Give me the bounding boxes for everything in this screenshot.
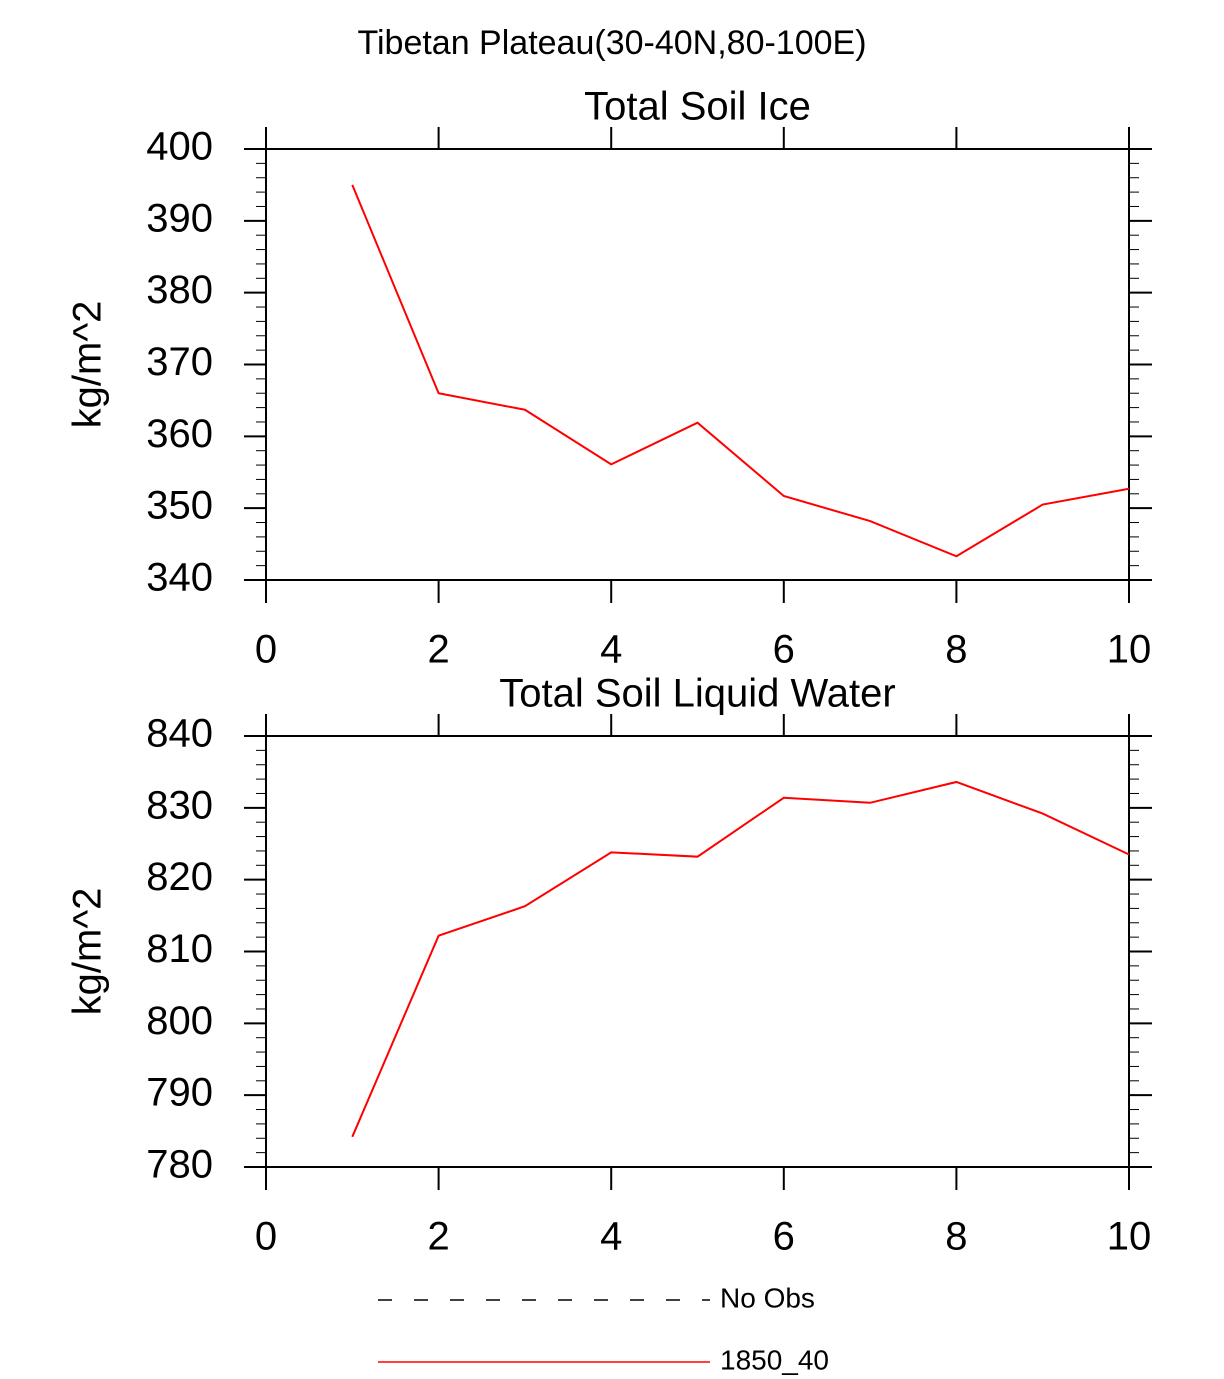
x-tick-label: 4	[600, 1215, 622, 1259]
y-tick-label: 840	[146, 712, 213, 756]
y-tick-label: 800	[146, 999, 213, 1043]
x-tick-label: 10	[1107, 628, 1152, 672]
y-tick-label: 780	[146, 1143, 213, 1187]
legend-label: No Obs	[720, 1282, 815, 1313]
y-tick-label: 350	[146, 484, 213, 528]
y-tick-label: 830	[146, 783, 213, 827]
data-line	[351, 184, 1130, 558]
x-tick-label: 2	[427, 628, 449, 672]
plot-frame	[265, 735, 1130, 1168]
y-tick-label: 820	[146, 855, 213, 899]
y-tick-label: 380	[146, 268, 213, 312]
y-tick-label: 340	[146, 556, 213, 600]
x-tick-label: 6	[773, 628, 795, 672]
x-tick-label: 8	[945, 628, 967, 672]
y-axis-label: kg/m^2	[66, 888, 110, 1016]
x-tick-label: 0	[255, 628, 277, 672]
y-tick-label: 370	[146, 340, 213, 384]
y-axis-label: kg/m^2	[66, 301, 110, 429]
x-tick-label: 2	[427, 1215, 449, 1259]
x-tick-label: 6	[773, 1215, 795, 1259]
x-tick-label: 8	[945, 1215, 967, 1259]
x-tick-label: 4	[600, 628, 622, 672]
y-tick-label: 790	[146, 1071, 213, 1115]
x-tick-label: 0	[255, 1215, 277, 1259]
y-tick-label: 390	[146, 196, 213, 240]
y-tick-label: 360	[146, 412, 213, 456]
panel-title: Total Soil Ice	[584, 85, 811, 129]
y-tick-label: 400	[146, 125, 213, 169]
data-line	[351, 780, 1130, 1138]
y-tick-label: 810	[146, 927, 213, 971]
panel-title: Total Soil Liquid Water	[499, 672, 895, 716]
legend-label: 1850_40	[720, 1344, 829, 1375]
plot-frame	[265, 148, 1130, 581]
x-tick-label: 10	[1107, 1215, 1152, 1259]
figure-title: Tibetan Plateau(30-40N,80-100E)	[357, 24, 866, 62]
